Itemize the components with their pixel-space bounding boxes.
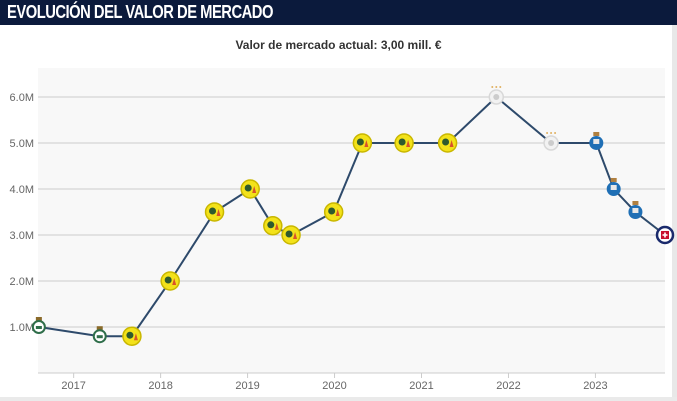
market-value-line [38,95,666,338]
crest-detail [632,207,639,213]
crest-star [550,131,553,134]
x-tick-label: 2018 [148,380,172,392]
crest-detail [548,139,555,146]
panel-shadow-right [672,25,677,401]
data-point-america[interactable] [122,326,142,346]
y-tick-label: 6.0M [10,92,34,104]
porto-crown [610,177,617,182]
panel-shadow-bottom [0,397,677,401]
y-tick-label: 3.0M [10,230,34,242]
crest-cross [662,232,668,238]
section-header: EVOLUCIÓN DEL VALOR DE MERCADO [0,0,677,25]
crest-detail [209,207,217,215]
x-tick-label: 2022 [496,380,520,392]
crest-detail [364,139,369,147]
data-point-america[interactable] [352,133,373,153]
crest-detail [172,277,177,285]
x-axis: 2017 2018 2019 2020 2021 2022 2023 [61,373,608,392]
data-point-ajax[interactable] [488,85,505,105]
section-title: EVOLUCIÓN DEL VALOR DE MERCADO [7,2,273,22]
crest-detail [293,231,298,239]
santos-crown [96,326,103,331]
y-axis: 1.0M 2.0M 3.0M 4.0M 5.0M 6.0M [10,92,34,334]
data-point-porto[interactable] [589,131,604,150]
data-point-santos[interactable] [92,326,107,344]
y-tick-label: 1.0M [10,322,34,334]
crest-detail [593,138,600,144]
crest-detail [610,184,617,190]
y-tick-label: 5.0M [10,138,34,150]
x-tick-label: 2021 [409,380,433,392]
crest-detail [449,139,454,147]
crest-star [495,85,498,88]
crest-detail [328,207,336,215]
crest-detail [356,138,364,146]
crest-detail [133,333,138,341]
crest-detail [285,230,293,238]
data-point-america[interactable] [437,133,458,153]
crest-star [546,131,549,134]
data-point-america[interactable] [281,225,301,245]
crest-detail [96,335,103,339]
x-tick-label: 2017 [61,380,85,392]
crest-detail [442,138,450,146]
crest-detail [164,276,172,284]
santos-crown [35,316,42,321]
crest-detail [398,138,406,146]
y-tick-label: 2.0M [10,276,34,288]
data-point-cruz-azul[interactable] [655,225,675,245]
data-markers [31,85,675,346]
data-point-porto[interactable] [628,200,643,219]
x-tick-label: 2019 [235,380,259,392]
data-point-america[interactable] [240,179,260,199]
crest-detail [35,325,42,329]
crest-detail [274,222,279,230]
data-point-america[interactable] [160,271,180,291]
current-market-value: Valor de mercado actual: 3,00 mill. € [235,38,442,52]
crest-star [491,85,494,88]
crest-detail [493,93,500,100]
data-point-america[interactable] [263,216,283,236]
crest-detail [406,139,411,147]
x-tick-label: 2023 [583,380,607,392]
x-tick-label: 2020 [322,380,346,392]
y-tick-label: 4.0M [10,184,34,196]
data-point-america[interactable] [323,202,344,222]
crest-detail [244,184,252,192]
porto-crown [593,131,600,136]
crest-detail [126,331,134,339]
crest-detail [252,185,257,193]
data-point-porto[interactable] [606,177,621,196]
crest-star [554,131,557,134]
porto-crown [632,200,639,205]
crest-star [499,85,502,88]
data-point-ajax[interactable] [543,131,559,151]
data-point-santos[interactable] [31,316,46,334]
data-point-america[interactable] [394,133,414,153]
crest-detail [335,208,340,216]
crest-detail [216,208,221,216]
data-point-america[interactable] [204,202,225,222]
crest-detail [267,221,275,229]
